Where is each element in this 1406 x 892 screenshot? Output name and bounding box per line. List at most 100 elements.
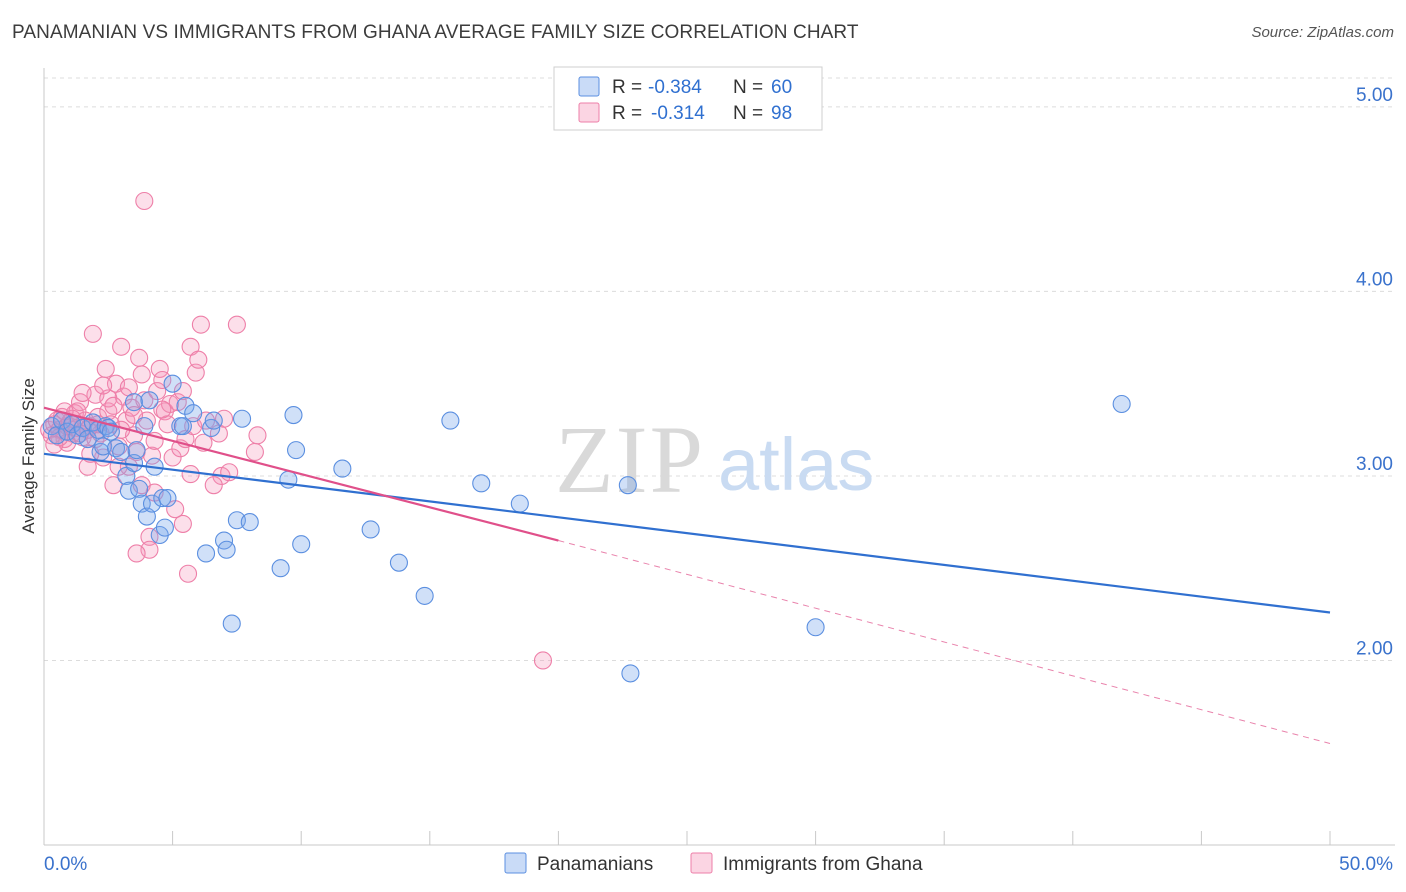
tick-labels: 2.00 3.00 4.00 5.00 0.0% 50.0% bbox=[44, 85, 1393, 875]
point-ghana bbox=[130, 348, 149, 367]
legend-r-value: -0.384 bbox=[648, 77, 702, 98]
point-panamanians bbox=[78, 429, 97, 449]
point-ghana bbox=[94, 376, 113, 395]
series-panamanians-points bbox=[42, 374, 1131, 683]
legend-r-label: R = bbox=[612, 103, 642, 124]
point-ghana bbox=[96, 359, 115, 378]
point-panamanians bbox=[140, 391, 159, 410]
point-ghana bbox=[135, 191, 154, 211]
legend-item-label-panamanians: Panamanians bbox=[537, 854, 653, 875]
point-ghana bbox=[248, 426, 267, 445]
point-panamanians bbox=[176, 396, 195, 415]
point-ghana bbox=[163, 448, 182, 467]
point-panamanians bbox=[155, 518, 174, 537]
source-credit: Source: ZipAtlas.com bbox=[1251, 24, 1394, 41]
point-panamanians bbox=[1112, 394, 1131, 414]
point-panamanians bbox=[173, 417, 192, 436]
point-ghana bbox=[191, 315, 210, 334]
point-panamanians bbox=[389, 553, 408, 572]
point-panamanians bbox=[441, 411, 460, 430]
y-tick-label: 3.00 bbox=[1356, 454, 1393, 475]
point-panamanians bbox=[73, 418, 92, 438]
point-ghana bbox=[83, 324, 102, 343]
trendline-ghana bbox=[43, 406, 559, 542]
point-ghana bbox=[204, 476, 223, 495]
point-ghana bbox=[73, 383, 92, 402]
watermark-zip: ZIP bbox=[555, 406, 705, 513]
x-tick-label: 50.0% bbox=[1339, 854, 1393, 875]
y-tick-label: 4.00 bbox=[1356, 269, 1393, 290]
point-panamanians bbox=[292, 535, 311, 554]
point-panamanians bbox=[184, 404, 203, 423]
y-axis-label: Average Family Size bbox=[19, 378, 38, 534]
point-ghana bbox=[132, 365, 151, 384]
point-panamanians bbox=[163, 374, 182, 393]
legend-n-label: N = bbox=[733, 77, 763, 98]
point-ghana bbox=[148, 382, 167, 401]
grid-layer bbox=[44, 77, 1395, 661]
point-ghana bbox=[150, 359, 169, 378]
point-panamanians bbox=[112, 442, 131, 462]
legend-n-value: 60 bbox=[771, 77, 792, 98]
point-panamanians bbox=[204, 411, 223, 430]
point-panamanians bbox=[124, 393, 144, 412]
point-panamanians bbox=[472, 474, 491, 493]
point-panamanians bbox=[232, 409, 252, 428]
point-panamanians bbox=[415, 586, 434, 605]
y-tick-label: 5.00 bbox=[1356, 85, 1393, 106]
legend-r-label: R = bbox=[612, 77, 642, 98]
y-tick-label: 2.00 bbox=[1356, 638, 1393, 659]
point-ghana bbox=[178, 564, 198, 583]
zipatlas-watermark: ZIP atlas bbox=[555, 406, 874, 513]
point-ghana bbox=[173, 382, 192, 401]
point-ghana bbox=[153, 400, 172, 419]
chart-title: PANAMANIAN VS IMMIGRANTS FROM GHANA AVER… bbox=[12, 22, 859, 43]
point-panamanians bbox=[361, 520, 380, 539]
point-ghana bbox=[127, 544, 146, 563]
axes-layer bbox=[43, 68, 1395, 846]
point-panamanians bbox=[202, 418, 221, 438]
point-ghana bbox=[189, 350, 208, 369]
point-panamanians bbox=[510, 494, 529, 513]
point-ghana bbox=[104, 396, 123, 415]
point-panamanians bbox=[271, 559, 290, 578]
legend-swatch-pink bbox=[578, 102, 600, 123]
point-ghana bbox=[245, 442, 264, 462]
point-ghana bbox=[533, 651, 553, 670]
point-panamanians bbox=[158, 489, 177, 508]
point-ghana bbox=[124, 406, 144, 425]
legend-n-label: N = bbox=[733, 103, 763, 124]
legend-swatch-blue bbox=[578, 76, 600, 97]
legend-n-value: 98 bbox=[771, 103, 792, 124]
point-ghana bbox=[181, 465, 200, 484]
point-panamanians bbox=[153, 489, 172, 508]
point-panamanians bbox=[217, 540, 236, 559]
point-panamanians bbox=[127, 441, 146, 460]
point-panamanians bbox=[240, 513, 259, 532]
point-ghana bbox=[112, 337, 131, 356]
point-panamanians bbox=[333, 459, 352, 478]
legend-r-value: -0.314 bbox=[651, 103, 705, 124]
legend-item-label-ghana: Immigrants from Ghana bbox=[723, 854, 923, 875]
legend-item-swatch-ghana bbox=[690, 852, 713, 874]
legend-stats: R = -0.384 N = 60 R = -0.314 N = 98 bbox=[553, 66, 823, 131]
legend-series: Panamanians Immigrants from Ghana bbox=[504, 852, 923, 875]
point-panamanians bbox=[222, 614, 241, 633]
point-panamanians bbox=[287, 441, 306, 460]
point-panamanians bbox=[101, 422, 120, 441]
trendline-ghana-extrapolated bbox=[558, 540, 1331, 744]
point-ghana bbox=[153, 370, 172, 390]
watermark-atlas: atlas bbox=[718, 423, 874, 506]
legend-item-swatch-panamanians bbox=[504, 852, 527, 874]
point-panamanians bbox=[196, 544, 216, 563]
point-panamanians bbox=[806, 618, 825, 637]
trendline-panamanians bbox=[43, 452, 1331, 614]
point-panamanians bbox=[284, 406, 303, 425]
point-ghana bbox=[227, 315, 246, 334]
point-panamanians bbox=[130, 479, 149, 498]
point-panamanians bbox=[621, 664, 640, 683]
point-panamanians bbox=[618, 476, 637, 495]
point-ghana bbox=[173, 514, 192, 533]
trend-lines bbox=[43, 406, 1331, 744]
